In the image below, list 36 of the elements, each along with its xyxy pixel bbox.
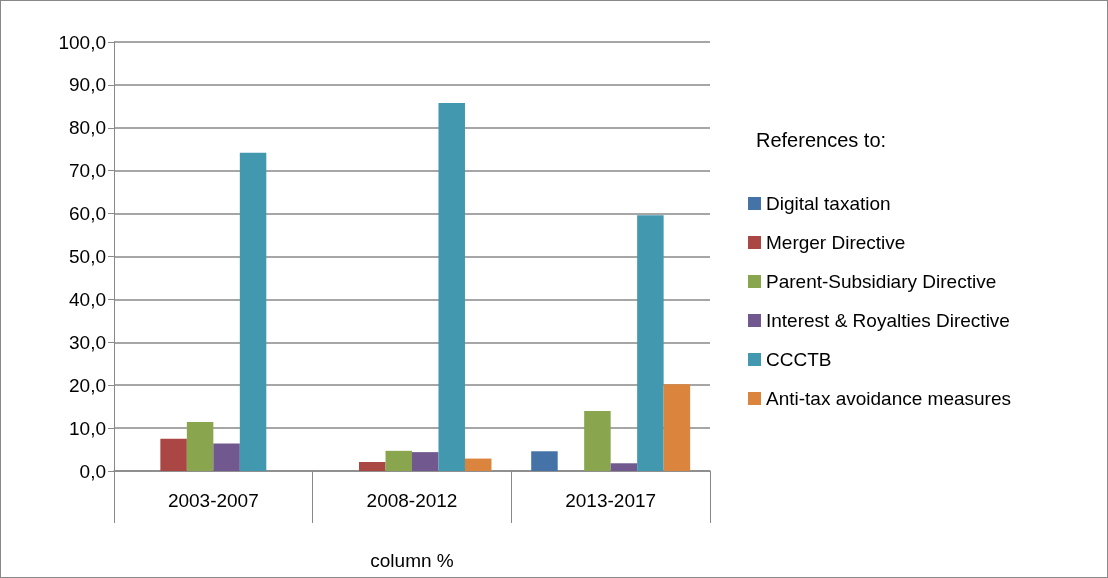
x-tick-label: 2003-2007 bbox=[167, 490, 259, 511]
bar bbox=[531, 451, 558, 471]
bar bbox=[412, 452, 439, 471]
y-tick-label: 70,0 bbox=[69, 160, 106, 182]
bar bbox=[637, 215, 664, 471]
legend-label: Merger Directive bbox=[766, 232, 906, 253]
bar bbox=[584, 410, 611, 471]
y-tick-label: 20,0 bbox=[69, 374, 106, 396]
y-tick-label: 10,0 bbox=[69, 417, 106, 439]
x-tick-label: 2008-2012 bbox=[366, 490, 458, 511]
y-tick-label: 0,0 bbox=[79, 460, 106, 482]
bar bbox=[186, 422, 214, 471]
bar bbox=[160, 438, 187, 471]
y-tick-label: 30,0 bbox=[69, 331, 106, 353]
bar bbox=[663, 384, 691, 471]
y-tick-label: 40,0 bbox=[69, 288, 106, 310]
legend-label: Digital taxation bbox=[766, 193, 891, 214]
bar bbox=[464, 458, 492, 471]
x-tick-label: 2013-2017 bbox=[565, 490, 657, 511]
legend-label: Anti-tax avoidance measures bbox=[766, 388, 1012, 409]
y-tick-label: 90,0 bbox=[69, 74, 106, 96]
bar bbox=[359, 461, 386, 471]
y-tick-label: 60,0 bbox=[69, 203, 106, 225]
legend-title: References to: bbox=[756, 129, 887, 151]
bar bbox=[385, 450, 412, 471]
bar bbox=[213, 443, 240, 471]
y-tick-label: 100,0 bbox=[58, 31, 106, 53]
y-tick-label: 50,0 bbox=[69, 246, 106, 267]
x-axis-title: column % bbox=[370, 550, 454, 571]
legend-label: Parent-Subsidiary Directive bbox=[766, 271, 997, 292]
legend-label: CCCTB bbox=[766, 349, 832, 370]
bar bbox=[239, 152, 267, 471]
y-tick-label: 80,0 bbox=[69, 117, 106, 139]
legend-label: Interest & Royalties Directive bbox=[766, 310, 1010, 331]
bar bbox=[438, 102, 465, 471]
bar bbox=[610, 463, 638, 471]
